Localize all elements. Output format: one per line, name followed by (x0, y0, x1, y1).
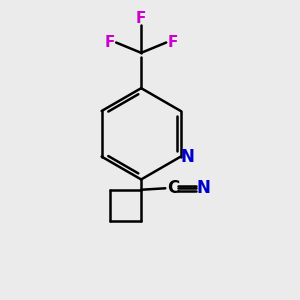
Text: F: F (167, 35, 178, 50)
Text: N: N (180, 148, 194, 166)
Text: C: C (167, 179, 180, 197)
Text: F: F (136, 11, 146, 26)
Text: F: F (104, 35, 115, 50)
Text: N: N (196, 179, 210, 197)
